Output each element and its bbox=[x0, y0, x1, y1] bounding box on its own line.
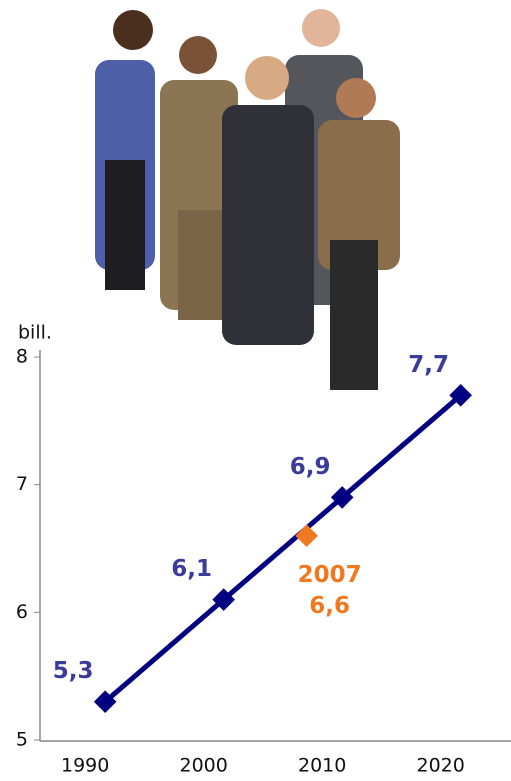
photo-people bbox=[95, 9, 400, 390]
highlight-point bbox=[295, 524, 318, 548]
x-tick-label: 2020 bbox=[416, 755, 464, 777]
x-tick-label: 1990 bbox=[61, 755, 109, 777]
data-point bbox=[330, 486, 354, 509]
value-label: 6,1 bbox=[171, 556, 212, 582]
y-axis-label: bill. bbox=[18, 322, 52, 344]
y-tick-label: 8 bbox=[16, 346, 28, 368]
y-tick-label: 6 bbox=[16, 601, 28, 623]
y-tick-label: 7 bbox=[16, 473, 28, 495]
value-label: 6,9 bbox=[290, 454, 331, 480]
value-label: 7,7 bbox=[408, 352, 449, 378]
y-tick-label: 5 bbox=[16, 729, 28, 751]
value-label: 5,3 bbox=[53, 658, 94, 684]
data-point bbox=[449, 383, 472, 407]
data-point bbox=[93, 690, 117, 714]
data-line bbox=[103, 393, 463, 704]
x-tick-label: 2010 bbox=[298, 755, 346, 777]
highlight-label: 6,6 bbox=[309, 593, 350, 619]
highlight-year: 2007 bbox=[298, 562, 362, 588]
x-tick-label: 2000 bbox=[179, 755, 227, 777]
